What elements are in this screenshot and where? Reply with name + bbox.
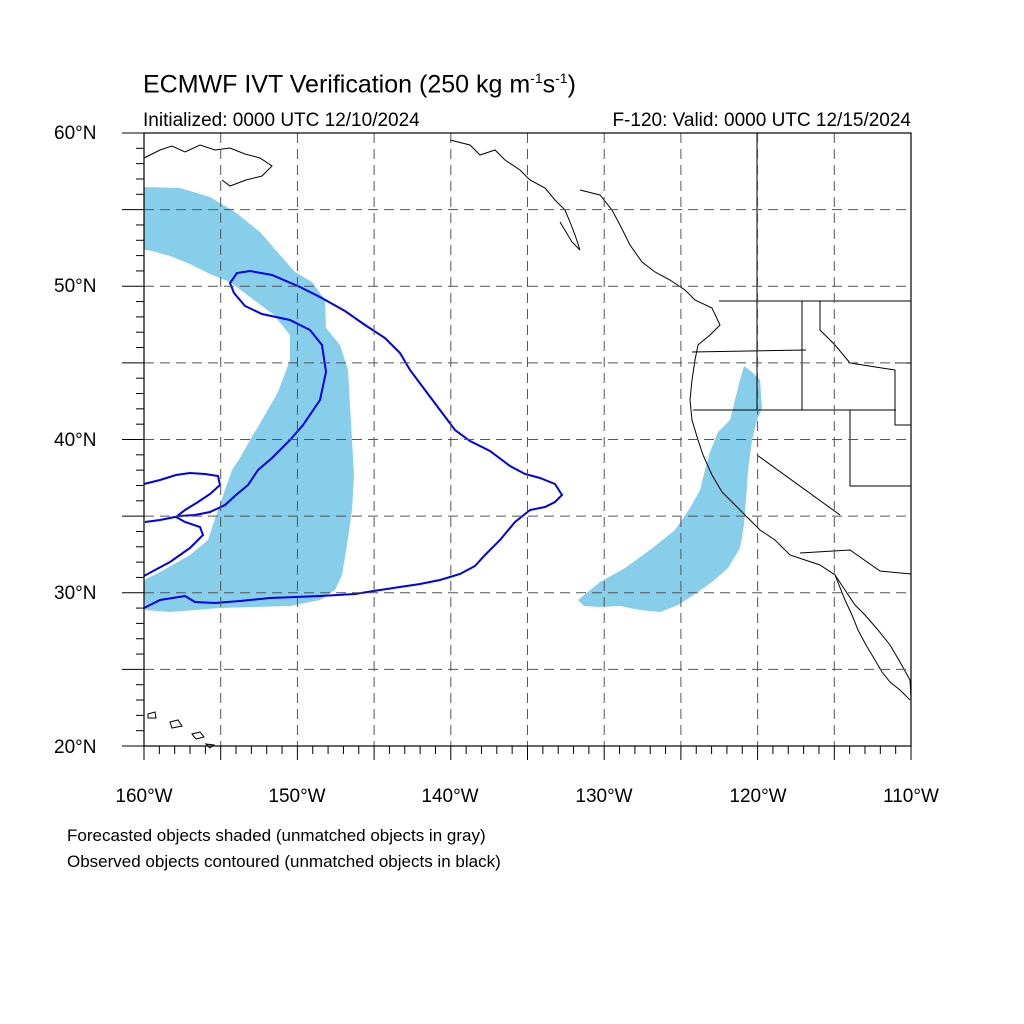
lat-label-30n: 30°N	[54, 583, 97, 604]
lat-label-40n: 40°N	[54, 430, 97, 451]
coastline-baja	[834, 574, 911, 701]
boundary-us-mexico	[799, 549, 912, 575]
lon-label-110w: 110°W	[883, 786, 939, 807]
map-ticks	[122, 132, 912, 760]
lon-label-120w: 120°W	[729, 786, 787, 807]
initialized-time: Initialized: 0000 UTC 12/10/2024	[143, 110, 420, 131]
map-frame	[143, 132, 912, 747]
forecast-object-east	[578, 366, 762, 612]
lat-label-20n: 20°N	[54, 737, 97, 758]
title-exponent-2: -1	[555, 70, 568, 86]
chart-title: ECMWF IVT Verification (250 kg m-1s-1)	[143, 70, 576, 99]
coastline-alaska	[143, 139, 581, 251]
lon-label-130w: 130°W	[575, 786, 633, 807]
valid-time: F-120: Valid: 0000 UTC 12/15/2024	[612, 110, 911, 131]
title-mid: s	[542, 70, 556, 99]
coastlines	[143, 133, 912, 749]
lat-label-50n: 50°N	[54, 276, 97, 297]
forecast-object-west	[144, 187, 354, 612]
title-end: )	[567, 70, 576, 99]
coastline-north-america	[579, 189, 912, 699]
lon-label-160w: 160°W	[115, 786, 173, 807]
map-grid	[144, 133, 911, 746]
forecast-objects	[144, 187, 762, 612]
lon-label-150w: 150°W	[268, 786, 326, 807]
legend-forecast-note: Forecasted objects shaded (unmatched obj…	[67, 826, 486, 845]
title-main: ECMWF IVT Verification (250 kg m	[143, 70, 531, 99]
observed-object-spur	[143, 471, 222, 577]
lat-label-60n: 60°N	[54, 123, 97, 144]
lon-label-140w: 140°W	[421, 786, 479, 807]
observed-objects	[143, 269, 564, 609]
observed-object-contour	[143, 269, 564, 609]
title-exponent-1: -1	[530, 70, 543, 86]
legend-observed-note: Observed objects contoured (unmatched ob…	[67, 852, 501, 871]
coastline-hawaii	[147, 711, 216, 749]
